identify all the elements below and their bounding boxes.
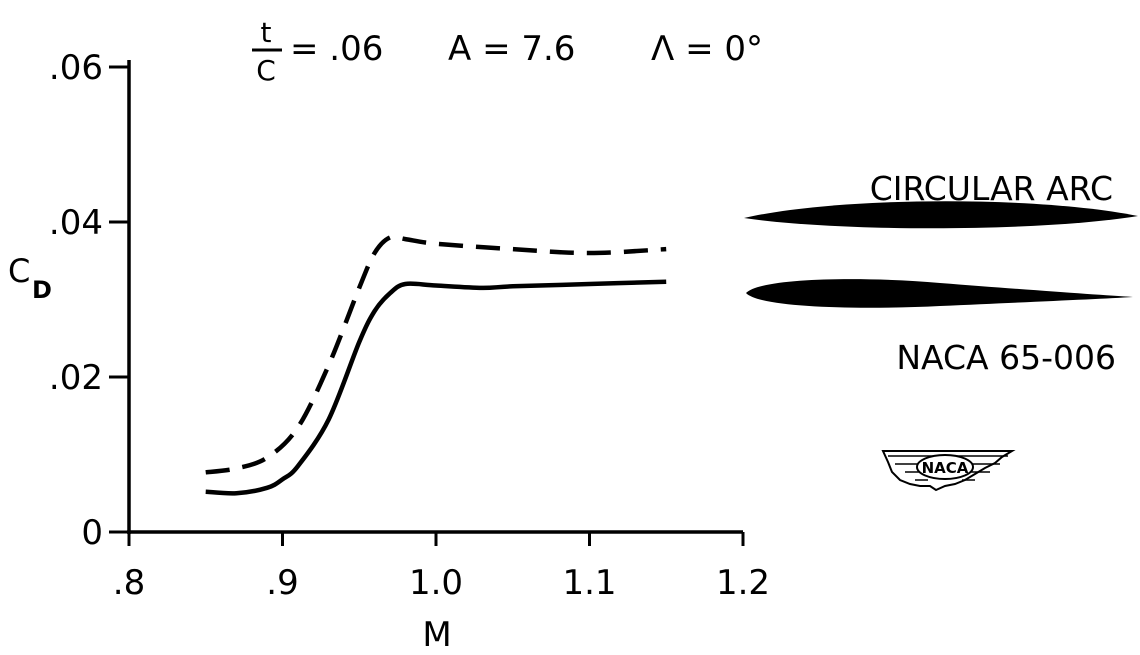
y-tick-label: 0 [81, 513, 103, 553]
y-axis-label-main: C [8, 252, 30, 290]
x-tick-label: 1.2 [716, 563, 770, 603]
axis-ticks [109, 65, 745, 546]
legend: CIRCULAR ARC NACA 65-006 [744, 169, 1138, 377]
series-line-circular-arc [205, 234, 667, 475]
naca-logo-text: NACA [922, 459, 969, 477]
title-aspect-ratio: A = 7.6 [448, 29, 575, 69]
circular-arc-airfoil-icon [744, 201, 1138, 229]
series-line-naca-65-006 [205, 279, 667, 496]
title-ratio-denominator: C [256, 54, 276, 87]
chart-title: t C = .06 A = 7.6 Λ = 0° [252, 16, 763, 87]
y-tick-label: .04 [49, 203, 103, 243]
x-tick-label: 1.1 [562, 563, 616, 603]
axis-tick-labels: .8 .9 1.0 1.1 1.2 0 .02 .04 .06 [49, 48, 770, 603]
x-tick-label: .8 [113, 563, 145, 603]
x-tick-label: .9 [266, 563, 298, 603]
naca-65-006-airfoil-icon [746, 279, 1133, 308]
y-tick-label: .02 [49, 358, 103, 398]
y-tick-label: .06 [49, 48, 103, 88]
x-tick-label: 1.0 [409, 563, 463, 603]
x-axis-label: M [422, 615, 451, 655]
axes: .8 .9 1.0 1.1 1.2 0 .02 .04 .06 [49, 48, 770, 603]
title-ratio-numerator: t [261, 16, 272, 49]
legend-label-circular-arc: CIRCULAR ARC [870, 169, 1113, 208]
naca-logo-icon: NACA [881, 450, 1016, 492]
title-sweep-angle: Λ = 0° [651, 29, 763, 69]
y-axis-label: C D [8, 252, 52, 304]
series-layer [205, 234, 667, 496]
title-ratio-value: = .06 [290, 29, 383, 69]
legend-label-naca-65-006: NACA 65-006 [896, 338, 1116, 377]
y-axis-label-subscript: D [32, 276, 52, 304]
